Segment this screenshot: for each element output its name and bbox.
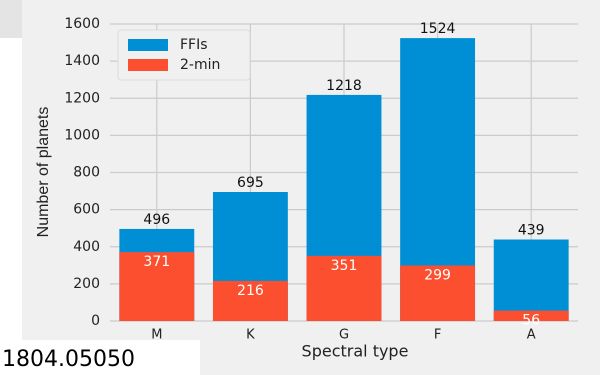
- data-label: 371: [143, 254, 170, 270]
- y-tick-label: 200: [73, 276, 100, 292]
- y-tick-label: 0: [91, 313, 100, 329]
- y-axis-label: Number of planets: [35, 107, 52, 238]
- legend-swatch: [128, 59, 168, 71]
- legend-swatch: [128, 39, 168, 51]
- watermark-background: [0, 340, 200, 375]
- y-tick-label: 1200: [64, 90, 100, 106]
- x-tick-label: G: [339, 328, 349, 343]
- x-axis-label: Spectral type: [302, 342, 409, 361]
- data-label: 56: [522, 313, 540, 329]
- data-label: 299: [424, 267, 451, 283]
- corner-panel: [0, 0, 22, 38]
- y-tick-label: 1000: [64, 127, 100, 143]
- x-tick-label: F: [434, 328, 441, 343]
- y-tick-label: 600: [73, 202, 100, 218]
- y-tick-label: 400: [73, 239, 100, 255]
- data-label: 496: [143, 212, 170, 228]
- bar: [493, 310, 569, 321]
- x-tick-label: A: [527, 328, 536, 343]
- watermark: 1804.05050: [2, 347, 135, 372]
- data-label: 351: [331, 258, 358, 274]
- bar: [306, 255, 382, 321]
- bar: [119, 252, 195, 321]
- y-tick-label: 800: [73, 165, 100, 181]
- y-tick-label: 1400: [64, 53, 100, 69]
- data-label: 439: [518, 223, 545, 239]
- bar: [400, 265, 476, 321]
- legend-label: FFIs: [180, 37, 208, 53]
- bar: [212, 280, 288, 321]
- data-label: 216: [237, 283, 264, 299]
- x-tick-label: K: [246, 328, 255, 343]
- y-tick-label: 1600: [64, 16, 100, 32]
- legend-label: 2-min: [180, 57, 220, 73]
- x-tick-label: M: [151, 328, 162, 343]
- data-label: 1524: [420, 21, 456, 37]
- data-label: 695: [237, 175, 264, 191]
- data-label: 1218: [326, 78, 362, 94]
- bar: [493, 239, 569, 321]
